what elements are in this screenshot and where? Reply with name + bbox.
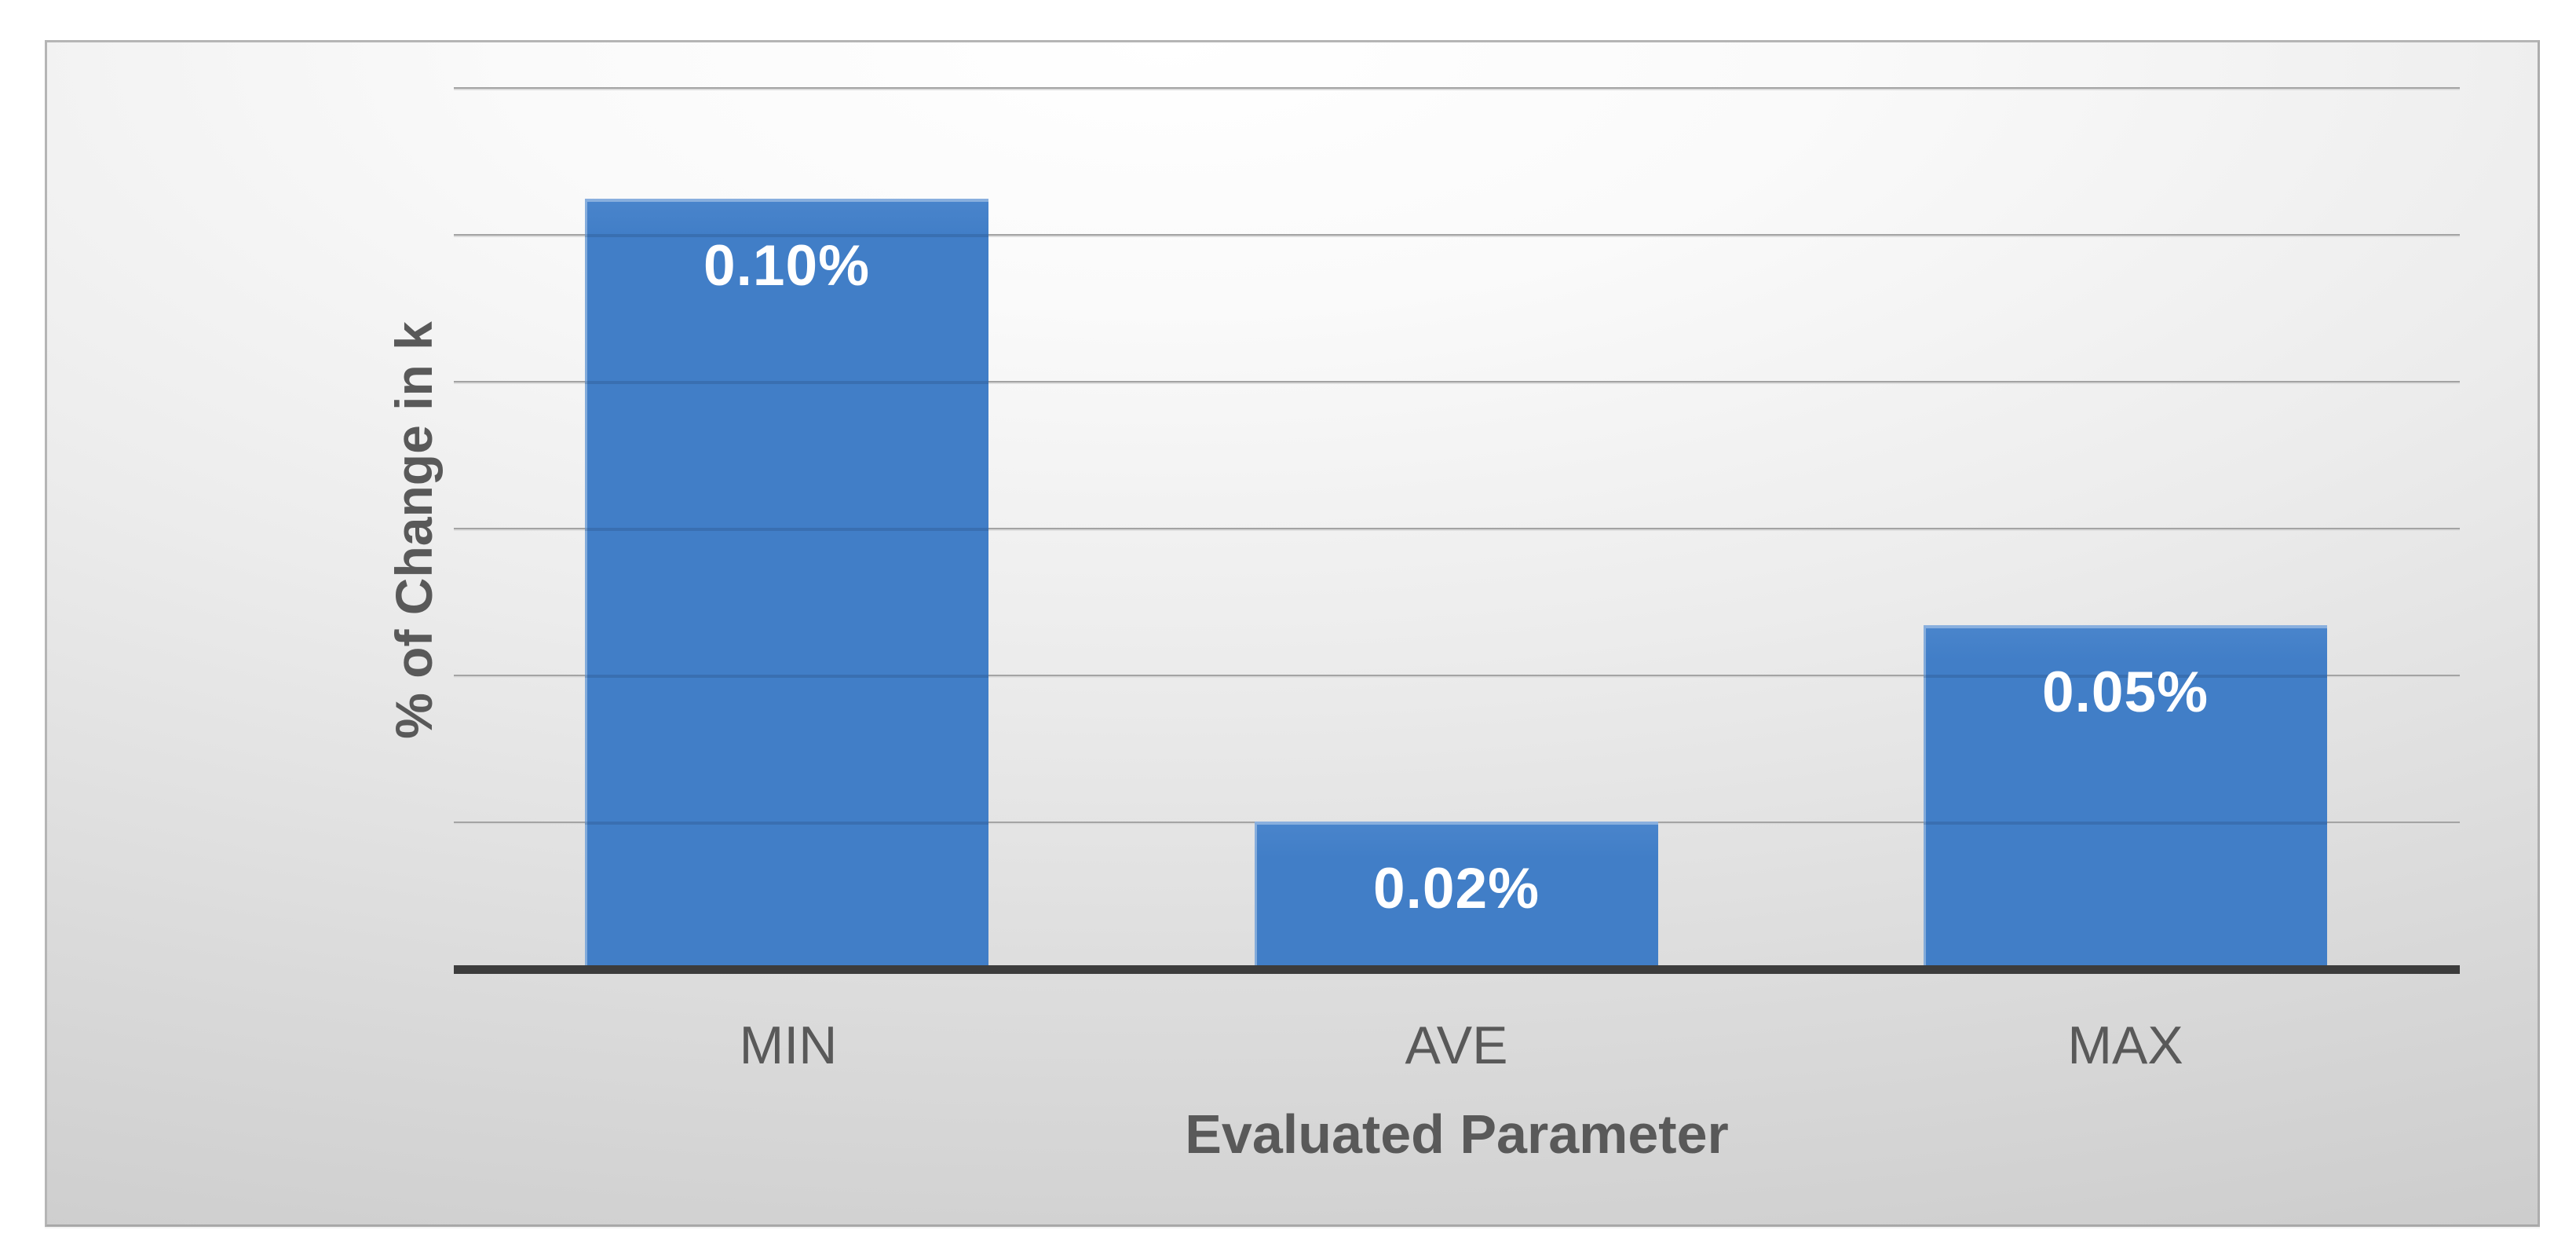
bar-min: 0.10% (585, 199, 988, 972)
gridline-overlay (585, 822, 988, 825)
y-gridline (454, 381, 2460, 384)
x-tick-label-ave: AVE (1405, 1016, 1508, 1075)
data-label-ave: 0.02% (1373, 857, 1540, 921)
data-label-min: 0.10% (703, 234, 870, 298)
x-tick-label-max: MAX (2067, 1016, 2183, 1075)
y-gridline (454, 234, 2460, 237)
data-label-max: 0.05% (2042, 660, 2209, 724)
y-axis-title: % of Change in k (385, 321, 443, 739)
gridline-overlay (585, 675, 988, 678)
plot-area: 0.10% 0.02% 0.05% MIN AVE MAX Evaluated Parame… (47, 42, 2538, 1224)
y-gridline (454, 87, 2460, 90)
x-axis-line (454, 965, 2460, 974)
chart-panel: 0.10% 0.02% 0.05% MIN AVE MAX Evaluated Parame… (45, 40, 2540, 1227)
y-gridline (454, 675, 2460, 678)
gridline-overlay (585, 234, 988, 237)
x-tick-label-min: MIN (739, 1016, 838, 1075)
y-gridline (454, 528, 2460, 531)
gridline-overlay (585, 381, 988, 384)
x-axis-title: Evaluated Parameter (1185, 1103, 1729, 1165)
gridline-overlay (1924, 674, 2327, 678)
bar-ave: 0.02% (1255, 822, 1658, 972)
bar-max: 0.05% (1924, 624, 2327, 972)
gridline-overlay (1924, 821, 2327, 825)
gridline-overlay (585, 528, 988, 531)
